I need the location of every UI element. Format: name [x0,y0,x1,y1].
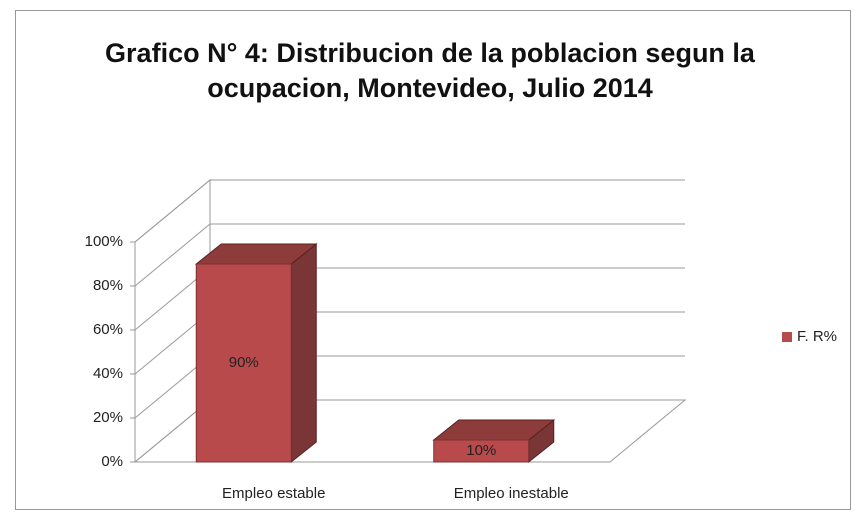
chart-frame [15,10,851,510]
x-tick-label: Empleo estable [222,485,325,502]
y-tick-label: 60% [93,321,123,338]
y-tick-label: 40% [93,365,123,382]
y-tick-label: 80% [93,277,123,294]
data-label: 10% [466,442,496,459]
legend-label: F. R% [797,328,837,345]
legend-swatch [782,332,792,342]
bar [433,439,530,463]
bar-side [290,242,317,464]
y-tick-label: 0% [101,453,123,470]
x-tick-label: Empleo inestable [454,485,569,502]
data-label: 90% [229,354,259,371]
bar [195,263,292,463]
y-tick-label: 100% [85,233,123,250]
chart-title: Grafico N° 4: Distribucion de la poblaci… [105,38,755,103]
grid-line [134,223,685,287]
grid-line [134,179,685,243]
y-tick-label: 20% [93,409,123,426]
